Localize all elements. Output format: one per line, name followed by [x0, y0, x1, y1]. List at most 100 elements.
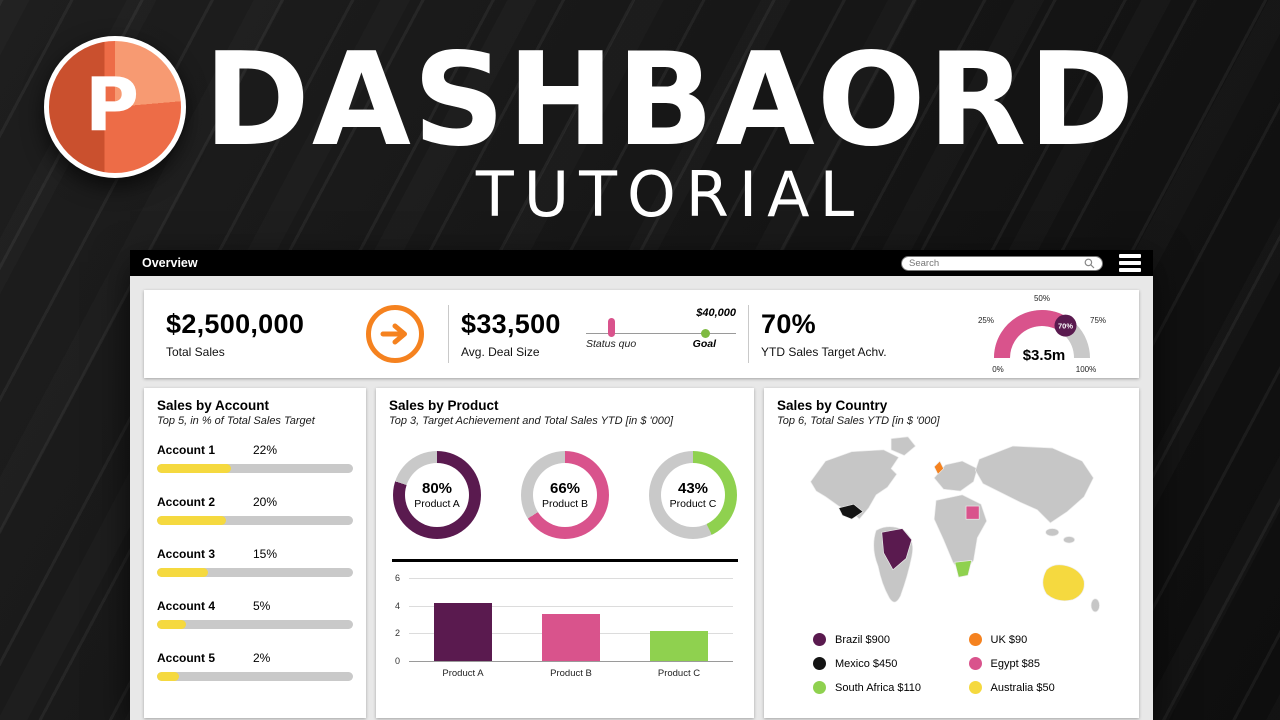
y-tick: 6 [395, 573, 401, 583]
gauge-tick-50: 50% [1034, 294, 1050, 303]
total-sales-label: Total Sales [166, 345, 225, 359]
account-row: Account 3 15% [157, 547, 353, 577]
arrow-right-icon [366, 305, 424, 363]
account-panel-subtitle: Top 5, in % of Total Sales Target [157, 415, 315, 427]
legend-item: Brazil $900 [813, 633, 963, 646]
account-name: Account 4 [157, 599, 216, 613]
legend-item: Mexico $450 [813, 657, 963, 670]
donut-product-a: 80% Product A [393, 451, 481, 539]
menu-icon[interactable] [1119, 252, 1141, 274]
search-input[interactable] [909, 257, 1084, 269]
donut-percent: 66% [549, 480, 581, 497]
gauge-tick-100: 100% [1076, 365, 1096, 374]
gauge-fill-arc [994, 309, 1071, 359]
product-bar-chart: 6 4 2 0 Product A Product B Product C [389, 573, 741, 692]
account-bar-track [157, 620, 353, 629]
gauge-marker: 70% [1054, 314, 1077, 337]
legend-item: UK $90 [968, 633, 1119, 646]
powerpoint-logo-letter: P [84, 62, 140, 148]
panel-sales-by-product: Sales by Product Top 3, Target Achieveme… [376, 388, 754, 718]
bar-plot-area: 6 4 2 0 [395, 573, 733, 666]
account-value: 5% [253, 599, 271, 613]
account-value: 22% [253, 443, 278, 457]
country-legend: Brazil $900 Mexico $450 South Africa $11… [813, 633, 1118, 694]
map-north-america [809, 449, 899, 520]
panel-sales-by-account: Sales by Account Top 5, in % of Total Sa… [144, 388, 366, 718]
status-quo-label: Status quo [586, 338, 637, 350]
window-titlebar: Overview [130, 250, 1153, 276]
legend-dot [813, 681, 826, 694]
donut-label: Product A [414, 498, 460, 510]
gauge-tick-75: 75% [1090, 316, 1106, 325]
y-tick: 0 [395, 656, 401, 666]
bar-product-b [542, 613, 600, 661]
account-bar-track [157, 516, 353, 525]
divider [448, 305, 449, 363]
hero-title: DASHBAORD [203, 26, 1137, 175]
world-map [809, 436, 1100, 613]
legend-dot [968, 633, 982, 646]
goal-marker-dot [701, 329, 710, 338]
kpi-total-sales: $2,500,000 Total Sales [166, 309, 366, 359]
x-axis-labels: Product A Product B Product C [409, 668, 733, 682]
divider [748, 305, 749, 363]
goal-axis-line [586, 333, 736, 334]
x-label: Product B [550, 668, 592, 679]
gauge-marker-value: 70% [1058, 322, 1073, 331]
legend-label: Egypt $85 [990, 657, 1041, 670]
kpi-ytd-target: 70% YTD Sales Target Achv. [749, 309, 919, 359]
product-panel-subtitle: Top 3, Target Achievement and Total Sale… [389, 415, 674, 427]
total-sales-value: $2,500,000 [166, 309, 305, 339]
gauge-center-value: $3.5m [1023, 347, 1066, 364]
x-label: Product A [442, 668, 484, 679]
dashboard-body: $2,500,000 Total Sales $33,500 Avg. Deal… [130, 276, 1153, 718]
map-uk [933, 460, 944, 475]
legend-item: Egypt $85 [968, 657, 1119, 670]
donut-percent: 43% [677, 480, 709, 497]
donut-charts: 80% Product A 66% Product B 43% Product C [389, 451, 741, 539]
map-europe [933, 460, 978, 492]
donut-product-c: 43% Product C [649, 451, 737, 539]
gauge-tick-25: 25% [978, 316, 994, 325]
legend-item: Australia $50 [968, 681, 1119, 694]
panels-row: Sales by Account Top 5, in % of Total Sa… [144, 388, 1139, 718]
avg-deal-value: $33,500 [461, 309, 561, 339]
legend-label: Australia $50 [990, 681, 1055, 694]
account-bar-fill [157, 568, 208, 577]
goal-label: Goal [692, 338, 716, 350]
kpi-strip: $2,500,000 Total Sales $33,500 Avg. Deal… [144, 290, 1139, 378]
gauge-chart: 50% 25% 75% 0% 100% $3.5m 70% [919, 292, 1117, 376]
map-island [1062, 536, 1075, 544]
gauge-tick-0: 0% [992, 365, 1004, 374]
window-title: Overview [142, 256, 198, 270]
account-name: Account 3 [157, 547, 216, 561]
bar-product-a [434, 602, 492, 661]
panel-sales-by-country: Sales by Country Top 6, Total Sales YTD … [764, 388, 1139, 718]
account-name: Account 5 [157, 651, 216, 665]
map-south-africa [953, 559, 972, 578]
search-icon [1084, 258, 1095, 268]
avg-deal-label: Avg. Deal Size [461, 345, 540, 359]
account-panel-title: Sales by Account [157, 398, 270, 413]
x-label: Product C [657, 668, 701, 679]
legend-label: South Africa $110 [835, 681, 922, 694]
map-asia [974, 445, 1094, 524]
account-row: Account 5 2% [157, 651, 353, 681]
goal-indicator: Status quo $40,000 Goal [586, 305, 736, 363]
powerpoint-logo: P [44, 36, 186, 178]
map-new-zealand [1090, 598, 1100, 613]
status-quo-marker [608, 318, 615, 337]
account-row: Account 2 20% [157, 495, 353, 525]
account-bar-track [157, 672, 353, 681]
map-mexico [837, 503, 864, 520]
map-brazil [880, 528, 912, 571]
account-bar-fill [157, 464, 232, 473]
kpi-avg-deal-size: $33,500 Avg. Deal Size [449, 309, 574, 359]
legend-dot [968, 681, 982, 694]
map-greenland [890, 436, 916, 456]
account-value: 2% [253, 651, 271, 665]
search-box[interactable] [901, 255, 1103, 271]
dashboard-window: Overview $2,500,000 Total Sales [130, 250, 1153, 720]
account-name: Account 2 [157, 495, 216, 509]
